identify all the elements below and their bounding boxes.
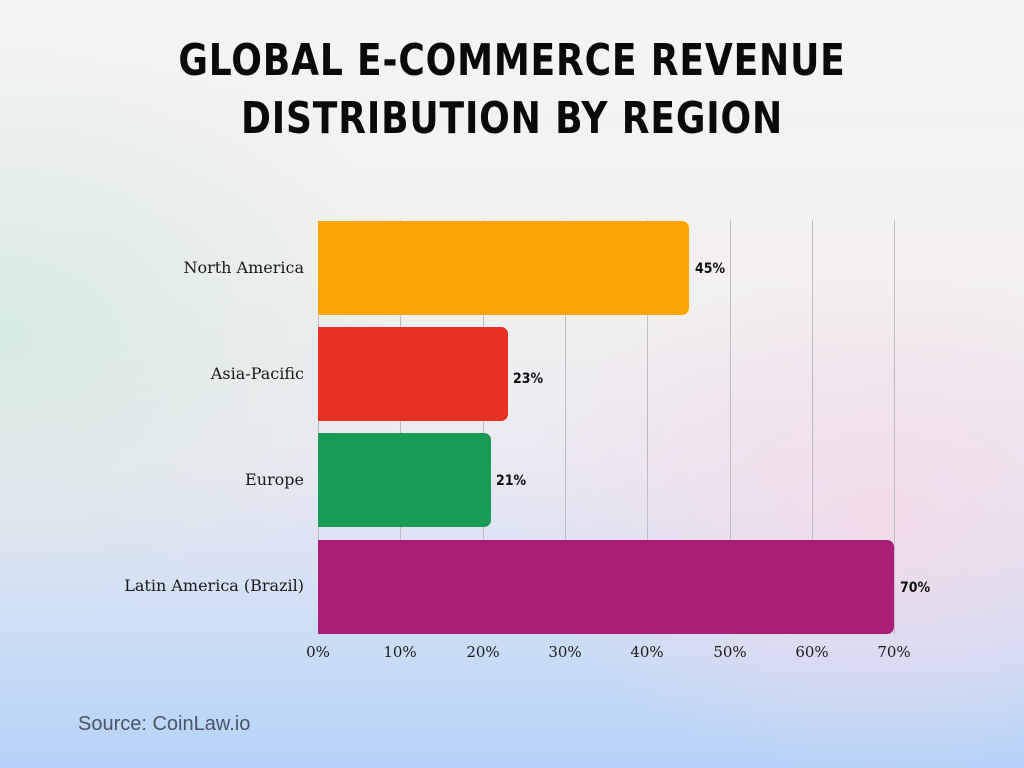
bar-latin-america [318,540,894,634]
gridline-0 [318,220,319,634]
bar-value-latin-america: 70% [900,580,931,596]
x-tick-0: 0% [306,643,330,661]
category-label-asia-pacific: Asia-Pacific [210,364,304,383]
gridline-60 [812,220,813,634]
gridline-20 [483,220,484,634]
x-tick-50: 50% [713,643,747,661]
x-tick-70: 70% [877,643,911,661]
plot-area: 45% 23% 21% 70% [318,220,930,634]
gridline-40 [647,220,648,634]
gridline-30 [565,220,566,634]
x-tick-40: 40% [630,643,664,661]
bar-europe [318,433,491,527]
bar-value-north-america: 45% [695,261,726,277]
bar-north-america [318,221,689,315]
x-tick-10: 10% [383,643,417,661]
gridline-10 [400,220,401,634]
category-label-north-america: North America [183,258,304,277]
x-tick-60: 60% [795,643,829,661]
gridline-70 [894,220,895,634]
x-tick-20: 20% [466,643,500,661]
bar-asia-pacific [318,327,508,421]
gridline-50 [730,220,731,634]
source-note: Source: CoinLaw.io [78,713,251,735]
chart-title: Global E-commerce Revenue Distribution b… [178,35,846,144]
bar-value-asia-pacific: 23% [513,371,544,387]
x-tick-30: 30% [548,643,582,661]
category-label-latin-america: Latin America (Brazil) [124,576,304,595]
bar-value-europe: 21% [496,473,527,489]
category-label-europe: Europe [245,470,304,489]
